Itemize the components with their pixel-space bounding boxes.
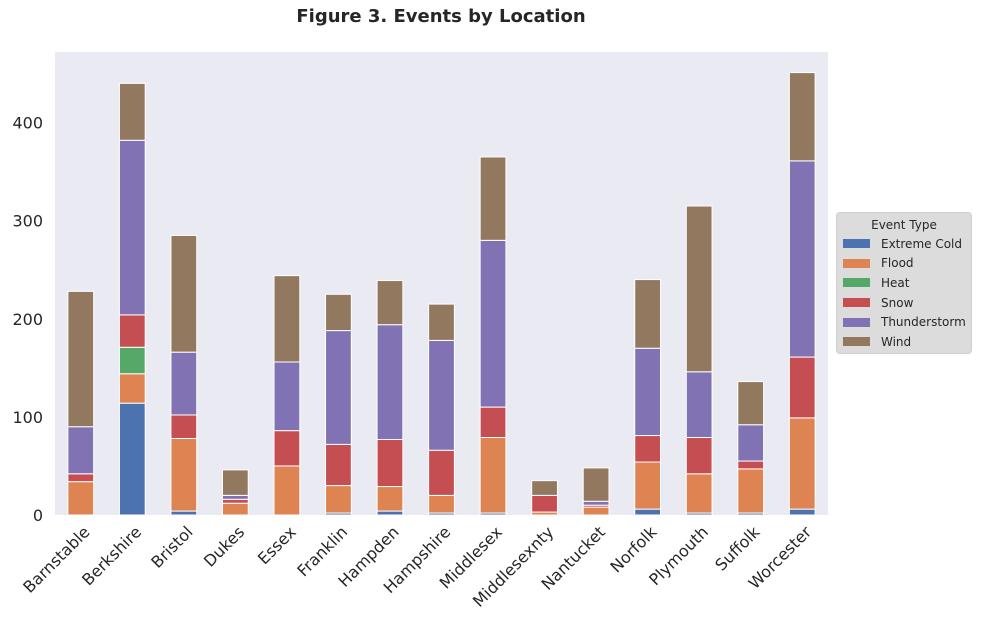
- bar-suffolk-flood: [737, 468, 765, 514]
- bar-norfolk-flood: [634, 461, 662, 510]
- bar-hampshire-flood: [428, 494, 455, 514]
- legend-item-extreme-cold: Extreme Cold: [837, 234, 971, 254]
- bar-hampshire-thunderstorm: [428, 339, 455, 451]
- bar-berkshire-extreme-cold: [118, 402, 146, 516]
- chart-title: Figure 3. Events by Location: [296, 6, 586, 27]
- legend-label: Flood: [881, 256, 914, 271]
- bar-hampshire-wind: [428, 303, 455, 341]
- legend-item-snow: Snow: [837, 293, 971, 313]
- bar-bristol-extreme-cold: [170, 510, 198, 516]
- x-tick-label-bristol: Bristol: [147, 522, 196, 571]
- bar-hampden-thunderstorm: [376, 324, 404, 440]
- legend-items: Extreme Cold Flood Heat Snow Thunderstorm Win…: [837, 234, 971, 352]
- bar-essex-thunderstorm: [273, 361, 301, 432]
- legend-label: Wind: [881, 334, 912, 349]
- bar-barnstable-wind: [67, 290, 95, 428]
- bar-hampden-extreme-cold: [376, 510, 404, 516]
- y-tick-label: 100: [12, 408, 43, 427]
- y-tick-label: 400: [12, 114, 43, 133]
- bar-essex-snow: [273, 430, 301, 467]
- y-tick-label: 200: [12, 310, 43, 329]
- bar-norfolk-extreme-cold: [634, 508, 662, 516]
- bar-barnstable-flood: [67, 481, 95, 516]
- legend-item-thunderstorm: Thunderstorm: [837, 312, 971, 332]
- bar-barnstable-thunderstorm: [67, 426, 95, 475]
- bar-nantucket-flood: [582, 506, 610, 516]
- bar-bristol-flood: [170, 437, 198, 512]
- legend-swatch: [843, 278, 870, 288]
- bar-worcester-thunderstorm: [788, 160, 816, 358]
- legend-swatch: [843, 337, 870, 347]
- bar-plymouth-thunderstorm: [685, 371, 713, 438]
- bar-middlesex-flood: [479, 437, 507, 514]
- bar-norfolk-wind: [634, 279, 662, 349]
- bar-worcester-extreme-cold: [788, 508, 816, 516]
- bar-dukes-snow: [221, 498, 249, 504]
- bar-middlesex-thunderstorm: [479, 239, 507, 408]
- bars-group: [67, 72, 816, 516]
- bar-franklin-flood: [325, 485, 352, 514]
- bar-plymouth-snow: [685, 437, 713, 475]
- y-tick-label: 300: [12, 212, 43, 231]
- bar-dukes-wind: [221, 469, 249, 496]
- bar-middlesex-snow: [479, 406, 507, 439]
- legend: Event Type Extreme Cold Flood Heat Snow Thun…: [836, 212, 972, 354]
- legend-item-wind: Wind: [837, 332, 971, 352]
- bar-suffolk-snow: [737, 460, 765, 470]
- bar-essex-wind: [273, 275, 301, 363]
- bar-middlesexnty-wind: [531, 480, 558, 496]
- x-tick-label-barnstable: Barnstable: [19, 522, 93, 596]
- bar-norfolk-snow: [634, 435, 662, 463]
- legend-swatch: [843, 317, 870, 327]
- bar-dukes-flood: [221, 502, 249, 516]
- bar-nantucket-wind: [582, 467, 610, 502]
- bar-bristol-wind: [170, 234, 198, 353]
- legend-label: Thunderstorm: [881, 315, 966, 330]
- legend-swatch: [843, 258, 870, 268]
- bar-berkshire-flood: [118, 373, 146, 404]
- bar-suffolk-thunderstorm: [737, 424, 765, 462]
- legend-swatch: [843, 298, 870, 308]
- bar-worcester-flood: [788, 417, 816, 510]
- bar-middlesex-wind: [479, 156, 507, 241]
- bar-franklin-snow: [325, 443, 352, 487]
- legend-swatch: [843, 239, 870, 249]
- legend-item-flood: Flood: [837, 254, 971, 274]
- bar-middlesexnty-snow: [531, 494, 558, 513]
- bar-berkshire-snow: [118, 314, 146, 348]
- x-tick-label-dukes: Dukes: [200, 522, 248, 570]
- bar-berkshire-wind: [118, 82, 146, 141]
- bar-franklin-thunderstorm: [325, 330, 352, 445]
- bar-worcester-wind: [788, 72, 816, 162]
- bar-worcester-snow: [788, 356, 816, 419]
- bar-nantucket-thunderstorm: [582, 500, 610, 506]
- x-tick-label-essex: Essex: [254, 522, 300, 568]
- bar-plymouth-flood: [685, 473, 713, 514]
- bar-plymouth-wind: [685, 205, 713, 373]
- bar-essex-flood: [273, 465, 301, 516]
- bar-bristol-thunderstorm: [170, 351, 198, 416]
- y-tick-label: 0: [33, 506, 43, 525]
- legend-title: Event Type: [871, 218, 937, 232]
- y-axis-ticks: 0 100 200 300 400: [12, 114, 43, 525]
- bar-bristol-snow: [170, 414, 198, 439]
- legend-label: Heat: [881, 275, 910, 290]
- bar-barnstable-snow: [67, 473, 95, 483]
- bar-suffolk-wind: [737, 381, 765, 426]
- bar-franklin-wind: [325, 293, 352, 332]
- legend-label: Snow: [881, 295, 914, 310]
- bar-berkshire-thunderstorm: [118, 139, 146, 316]
- bar-norfolk-thunderstorm: [634, 347, 662, 437]
- bar-hampden-snow: [376, 438, 404, 488]
- bar-berkshire-heat: [118, 346, 146, 375]
- bar-dukes-thunderstorm: [221, 494, 249, 500]
- legend-item-heat: Heat: [837, 273, 971, 293]
- bar-hampden-wind: [376, 280, 404, 326]
- legend-label: Extreme Cold: [881, 236, 962, 251]
- bar-hampden-flood: [376, 486, 404, 512]
- bar-hampshire-snow: [428, 449, 455, 496]
